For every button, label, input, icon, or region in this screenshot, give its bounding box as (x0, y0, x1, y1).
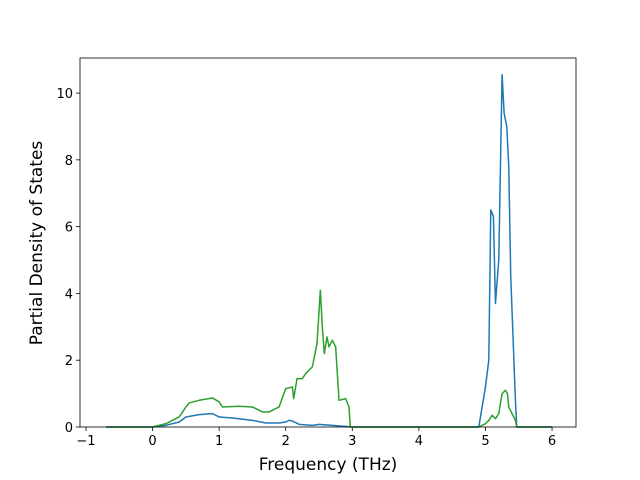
x-tick-label: −1 (76, 434, 95, 449)
y-axis-label: Partial Density of States (27, 141, 47, 346)
y-tick-label: 8 (65, 154, 73, 169)
x-tick-label: 4 (415, 434, 423, 449)
y-tick-label: 10 (56, 87, 73, 102)
data-line (105, 73, 553, 428)
y-tick-label: 6 (65, 221, 73, 236)
y-tick-label: 4 (65, 287, 73, 302)
plot-frame (79, 57, 577, 428)
x-tick-label: 6 (548, 434, 556, 449)
x-tick-label: 2 (282, 434, 290, 449)
x-tick-label: 3 (348, 434, 356, 449)
data-line (105, 289, 553, 428)
x-tick-label: 5 (481, 434, 489, 449)
x-tick-label: 0 (148, 434, 156, 449)
y-tick-label: 2 (65, 354, 73, 369)
x-tick-label: 1 (215, 434, 223, 449)
x-axis-label: Frequency (THz) (259, 455, 398, 475)
y-tick-label: 0 (65, 421, 73, 436)
